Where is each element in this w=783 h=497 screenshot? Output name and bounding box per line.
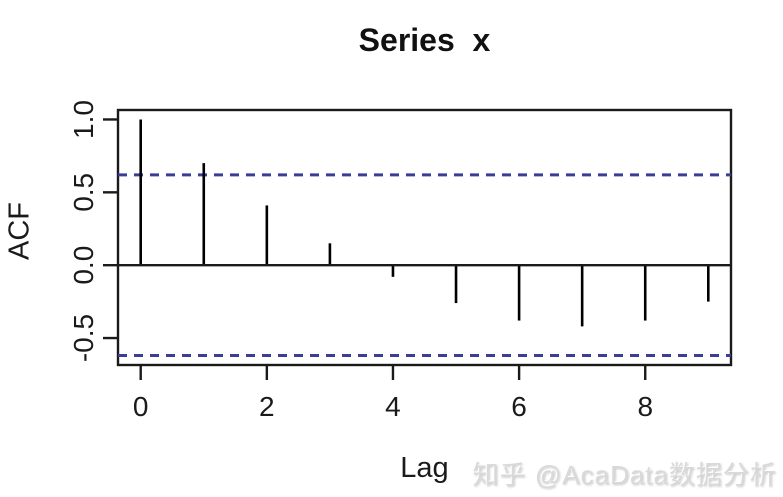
y-tick-label: 1.0 <box>68 100 99 139</box>
plot-box <box>116 108 733 367</box>
x-tick-label: 4 <box>385 391 401 422</box>
x-tick-label: 2 <box>259 391 275 422</box>
watermark: 知乎 @AcaData数据分析 <box>472 460 777 490</box>
x-tick-label: 0 <box>133 391 149 422</box>
x-tick-label: 8 <box>637 391 653 422</box>
x-axis-title: Lag <box>400 452 449 484</box>
y-tick-label: 0.0 <box>68 246 99 285</box>
chart-title: Series x <box>358 22 491 58</box>
y-tick-label: -0.5 <box>68 314 99 362</box>
y-tick-label: 0.5 <box>68 173 99 212</box>
x-tick-label: 6 <box>511 391 527 422</box>
y-axis-title: ACF <box>3 202 36 260</box>
